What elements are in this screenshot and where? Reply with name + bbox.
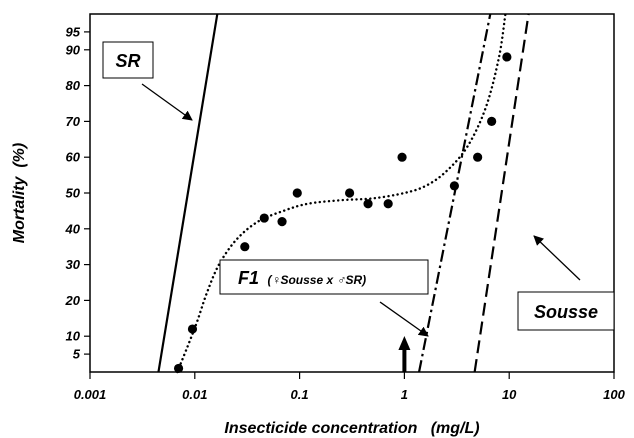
sr-label: SR bbox=[115, 51, 140, 71]
plot-frame bbox=[89, 13, 615, 373]
y-tick-label: 80 bbox=[66, 78, 81, 93]
x-axis-title: Insecticide concentration (mg/L) bbox=[224, 420, 479, 437]
sousse-line bbox=[473, 13, 530, 373]
data-point bbox=[383, 199, 393, 209]
sr-pointer-arrow bbox=[141, 83, 193, 121]
sousse-label-box: Sousse bbox=[517, 291, 615, 331]
data-point bbox=[187, 324, 198, 334]
y-tick-label: 10 bbox=[66, 329, 81, 344]
tick-layer: 0.001 0.01 0.1 1 10 100 5 10 20 30 40 50 60 70 80 90 95 bbox=[65, 24, 626, 402]
x-tick-label: 1 bbox=[401, 387, 408, 402]
y-tick-label: 95 bbox=[66, 24, 81, 39]
f1-sub-label: (♀Sousse x ♂SR) bbox=[267, 273, 366, 287]
data-point bbox=[449, 181, 460, 191]
y-tick-label: 90 bbox=[66, 42, 81, 57]
sousse-label: Sousse bbox=[534, 302, 598, 322]
f1-pointer-arrow bbox=[379, 301, 429, 337]
f1-fit-curve bbox=[176, 12, 507, 374]
y-tick-label: 20 bbox=[65, 293, 81, 308]
data-point bbox=[259, 213, 269, 223]
y-tick-label: 5 bbox=[73, 347, 81, 362]
data-point bbox=[473, 152, 483, 162]
x-tick-label: 0.1 bbox=[291, 387, 309, 402]
data-point bbox=[292, 188, 302, 198]
data-point bbox=[240, 242, 250, 252]
sr-line bbox=[157, 13, 219, 373]
y-tick-label: 70 bbox=[66, 114, 81, 129]
y-tick-label: 60 bbox=[66, 150, 81, 165]
data-point bbox=[173, 363, 184, 374]
data-point bbox=[487, 116, 497, 126]
point-layer bbox=[173, 52, 512, 374]
sr-label-box: SR bbox=[102, 41, 154, 79]
f1-label-box: F1 (♀Sousse x ♂SR) bbox=[219, 259, 429, 295]
sousse-pointer-arrow bbox=[533, 235, 581, 281]
series-layer bbox=[157, 12, 530, 374]
y-tick-label: 40 bbox=[65, 221, 81, 236]
x-tick-label: 0.01 bbox=[182, 387, 207, 402]
f1-label: F1 bbox=[238, 268, 259, 288]
svg-text:F1 (♀Sousse x ♂SR): F1 (♀Sousse x ♂SR) bbox=[238, 268, 366, 288]
x-tick-label: 0.001 bbox=[74, 387, 107, 402]
y-tick-label: 30 bbox=[66, 257, 81, 272]
y-tick-label: 50 bbox=[66, 186, 81, 201]
data-point bbox=[502, 52, 512, 62]
x-tick-label: 10 bbox=[502, 387, 517, 402]
f1-probit-line bbox=[417, 13, 492, 373]
data-point bbox=[345, 188, 355, 198]
data-point bbox=[363, 199, 373, 209]
x-tick-label: 100 bbox=[603, 387, 625, 402]
concentration-marker-arrow bbox=[398, 336, 411, 372]
data-point bbox=[277, 217, 287, 227]
y-axis-title: Mortality (%) bbox=[11, 143, 28, 243]
data-point bbox=[397, 152, 407, 162]
